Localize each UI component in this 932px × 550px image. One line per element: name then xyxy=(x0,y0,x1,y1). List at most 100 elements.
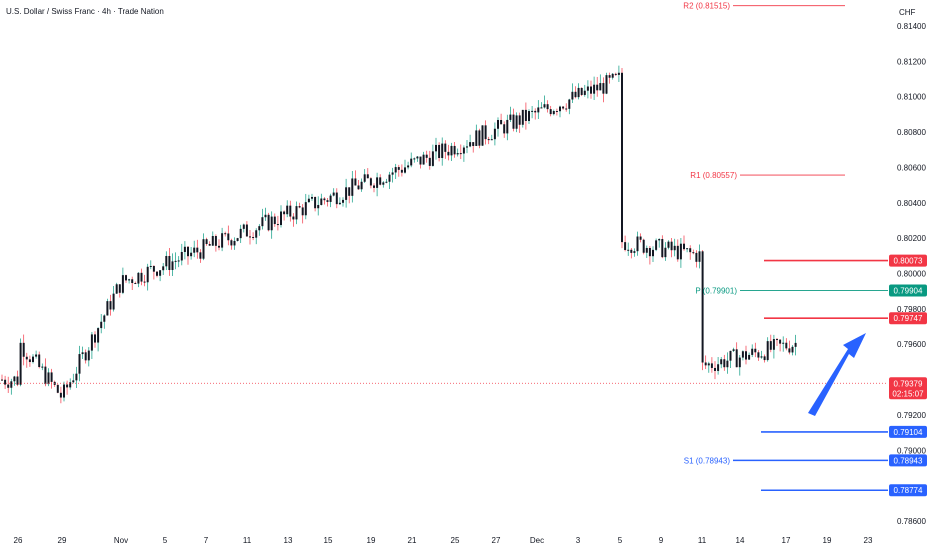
candle-body xyxy=(779,339,782,344)
candle-body xyxy=(236,238,239,241)
candle-body xyxy=(608,75,611,78)
candle-body xyxy=(159,270,162,276)
candle-body xyxy=(648,247,651,257)
y-tick-label: 0.79800 xyxy=(897,305,926,314)
price-tag-pivot xyxy=(889,284,927,297)
candle-body xyxy=(630,249,633,253)
candle-body xyxy=(32,356,34,363)
candle-body xyxy=(422,154,425,165)
candle-body xyxy=(605,75,608,94)
candle-body xyxy=(645,247,648,253)
candle-body xyxy=(614,73,617,75)
x-tick-label: 29 xyxy=(58,536,67,545)
candle-body xyxy=(283,211,286,215)
candle-body xyxy=(267,214,270,231)
candle-body xyxy=(301,207,304,216)
candle-body xyxy=(134,283,137,285)
candle-body xyxy=(137,272,140,284)
candle-body xyxy=(72,380,75,383)
currency-label[interactable]: CHF xyxy=(899,8,916,17)
x-tick-label: Dec xyxy=(530,536,544,545)
candle-body xyxy=(419,156,422,165)
candle-body xyxy=(512,114,515,129)
candle-body xyxy=(555,111,558,113)
candle-body xyxy=(745,351,747,360)
price-tag-sup-79104 xyxy=(889,425,927,438)
candle-body xyxy=(366,174,369,179)
candle-body xyxy=(373,185,375,188)
last-price-text: 0.79379 xyxy=(894,379,923,388)
y-tick-label: 0.81000 xyxy=(897,93,926,102)
candle-body xyxy=(90,334,93,351)
candle-body xyxy=(766,341,769,361)
candle-body xyxy=(218,245,220,248)
candle-body xyxy=(320,198,323,205)
candle-body xyxy=(156,271,158,276)
levels: R2 (0.81515) R1 (0.80557) P (0.79901) S1 (0… xyxy=(683,2,888,492)
candle-body xyxy=(404,167,406,173)
candle-body xyxy=(121,275,124,293)
candles xyxy=(1,65,797,404)
candle-body xyxy=(270,216,273,231)
candle-body xyxy=(128,279,131,281)
candle-body xyxy=(149,265,152,267)
candle-body xyxy=(729,350,732,361)
candle-body xyxy=(500,120,503,125)
candle-body xyxy=(704,362,707,366)
candle-body xyxy=(382,182,385,185)
level-label-r1: R1 (0.80557) xyxy=(690,171,737,180)
candle-body xyxy=(698,251,701,262)
time-axis[interactable]: 26 29 Nov 5 7 11 13 15 19 21 25 27 Dec 3 5 9 11 14 17 19 23 xyxy=(14,536,873,545)
candle-body xyxy=(732,349,735,351)
level-label-pivot: P (0.79901) xyxy=(695,286,737,295)
y-tick-label: 0.81200 xyxy=(897,57,926,66)
candle-body xyxy=(450,145,453,156)
candle-body xyxy=(444,143,447,152)
price-tag-text-res-80073: 0.80073 xyxy=(894,257,923,266)
candle-body xyxy=(376,177,379,188)
candle-body xyxy=(785,342,788,349)
y-tick-label: 0.80400 xyxy=(897,199,926,208)
candle-body xyxy=(10,381,13,388)
candle-body xyxy=(580,87,583,95)
candle-body xyxy=(478,130,481,146)
candle-body xyxy=(754,348,757,353)
candle-body xyxy=(63,384,65,398)
candle-body xyxy=(534,110,537,113)
arrow-up-icon xyxy=(808,333,866,416)
candle-body xyxy=(131,279,134,284)
candle-body xyxy=(233,240,236,246)
candle-body xyxy=(397,167,400,170)
candle-body xyxy=(7,384,10,388)
x-tick-label: 21 xyxy=(408,536,417,545)
candle-body xyxy=(518,115,521,125)
candle-body xyxy=(466,146,468,148)
candle-body xyxy=(741,351,744,358)
candle-body xyxy=(22,342,25,357)
x-tick-label: 25 xyxy=(451,536,460,545)
candle-body xyxy=(661,239,664,258)
candle-body xyxy=(435,144,437,152)
candle-body xyxy=(38,354,41,368)
candle-body xyxy=(658,239,661,241)
candle-body xyxy=(180,251,183,261)
price-axis[interactable]: 0.81400 0.81200 0.81000 0.80800 0.80600 0.804… xyxy=(897,22,926,526)
candle-body xyxy=(307,198,310,203)
candle-body xyxy=(481,125,484,146)
candle-body xyxy=(676,245,679,260)
candle-body xyxy=(469,142,472,147)
candle-body xyxy=(679,243,682,260)
candle-body xyxy=(524,109,527,121)
candle-body xyxy=(258,226,261,231)
countdown-text: 02:15:07 xyxy=(892,389,924,398)
candle-body xyxy=(617,72,620,75)
candle-body xyxy=(97,328,100,343)
candle-body xyxy=(776,339,778,341)
candle-body xyxy=(94,334,96,343)
candle-body xyxy=(162,266,165,271)
x-tick-label: 19 xyxy=(823,536,832,545)
candle-body xyxy=(456,153,459,155)
level-label-s1: S1 (0.78943) xyxy=(684,456,731,465)
